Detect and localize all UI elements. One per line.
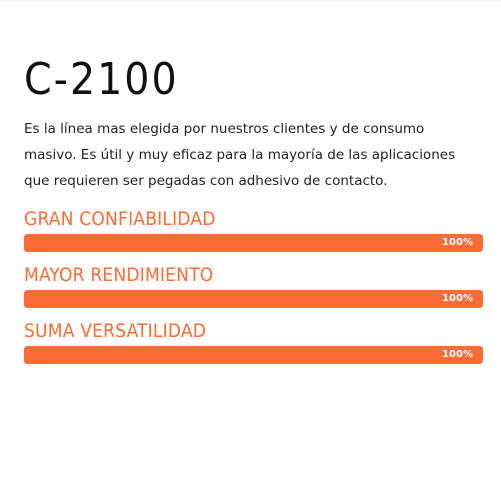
- progress-percent: 100%: [442, 237, 473, 248]
- product-section: C-2100 Es la línea mas elegida por nuest…: [24, 56, 483, 376]
- progress-percent: 100%: [442, 349, 473, 360]
- product-title: C-2100: [24, 54, 179, 105]
- progress-track: 100%: [24, 234, 483, 252]
- skill-item: MAYOR RENDIMIENTO 100%: [24, 264, 483, 308]
- progress-fill: [24, 290, 483, 308]
- skill-title: MAYOR RENDIMIENTO: [24, 264, 214, 286]
- skill-bars: GRAN CONFIABILIDAD 100% MAYOR RENDIMIENT…: [24, 208, 483, 364]
- skill-title: SUMA VERSATILIDAD: [24, 320, 207, 342]
- progress-fill: [24, 346, 483, 364]
- progress-fill: [24, 234, 483, 252]
- product-description: Es la línea mas elegida por nuestros cli…: [24, 121, 456, 189]
- top-divider: [0, 0, 501, 2]
- skill-item: GRAN CONFIABILIDAD 100%: [24, 208, 483, 252]
- progress-percent: 100%: [442, 293, 473, 304]
- skill-item: SUMA VERSATILIDAD 100%: [24, 320, 483, 364]
- progress-track: 100%: [24, 290, 483, 308]
- progress-track: 100%: [24, 346, 483, 364]
- skill-title: GRAN CONFIABILIDAD: [24, 208, 216, 230]
